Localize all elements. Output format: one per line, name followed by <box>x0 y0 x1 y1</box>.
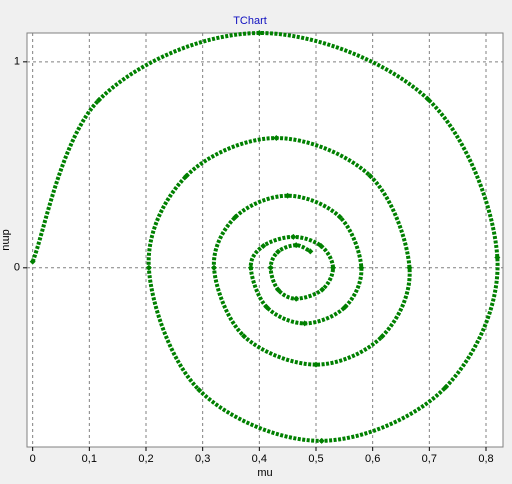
plot-area <box>26 32 504 448</box>
point-marker <box>260 242 267 249</box>
x-tick-label: 0,5 <box>308 453 323 465</box>
y-axis-label: dmu <box>0 229 12 250</box>
x-tick-label: 0,3 <box>195 453 210 465</box>
point-marker <box>284 192 291 199</box>
y-tick-label: 0 <box>14 262 20 274</box>
point-marker <box>318 437 325 444</box>
point-marker <box>183 173 190 180</box>
point-marker <box>379 333 386 340</box>
point-marker <box>290 233 297 240</box>
x-tick-label: 0,8 <box>478 453 493 465</box>
point-marker <box>29 258 36 265</box>
point-marker <box>313 361 319 368</box>
point-marker <box>263 304 270 311</box>
point-marker <box>247 264 254 271</box>
point-marker <box>293 295 300 302</box>
x-tick-label: 0,6 <box>365 453 380 465</box>
point-marker <box>336 213 343 220</box>
point-marker <box>341 304 348 311</box>
y-tick-label: 1 <box>14 56 20 68</box>
point-marker <box>307 248 314 255</box>
point-marker <box>256 30 263 36</box>
point-marker <box>232 213 239 220</box>
point-marker <box>319 286 326 293</box>
point-marker <box>293 242 300 249</box>
point-marker <box>275 248 282 255</box>
spiral-line <box>30 30 500 443</box>
x-tick-label: 0,1 <box>82 453 97 465</box>
point-marker <box>318 242 325 249</box>
point-marker <box>358 264 365 271</box>
point-marker <box>95 96 102 103</box>
x-tick-label: 0,4 <box>252 453 267 465</box>
point-marker <box>442 384 449 391</box>
point-marker <box>330 264 336 271</box>
point-marker <box>273 135 280 142</box>
chart-title: TChart <box>233 15 267 27</box>
x-tick-label: 0,7 <box>422 453 437 465</box>
point-marker <box>367 173 374 180</box>
x-tick-label: 0 <box>30 453 36 465</box>
point-marker <box>267 264 274 271</box>
point-marker <box>424 95 431 102</box>
point-marker <box>406 264 413 271</box>
point-marker <box>241 333 248 340</box>
x-axis-label: mu <box>257 467 272 479</box>
x-tick-label: 0,2 <box>138 453 153 465</box>
point-marker <box>211 264 217 271</box>
point-marker <box>145 264 152 271</box>
point-marker <box>275 286 282 293</box>
point-marker <box>494 254 501 261</box>
point-marker <box>196 387 203 394</box>
point-marker <box>301 320 308 327</box>
